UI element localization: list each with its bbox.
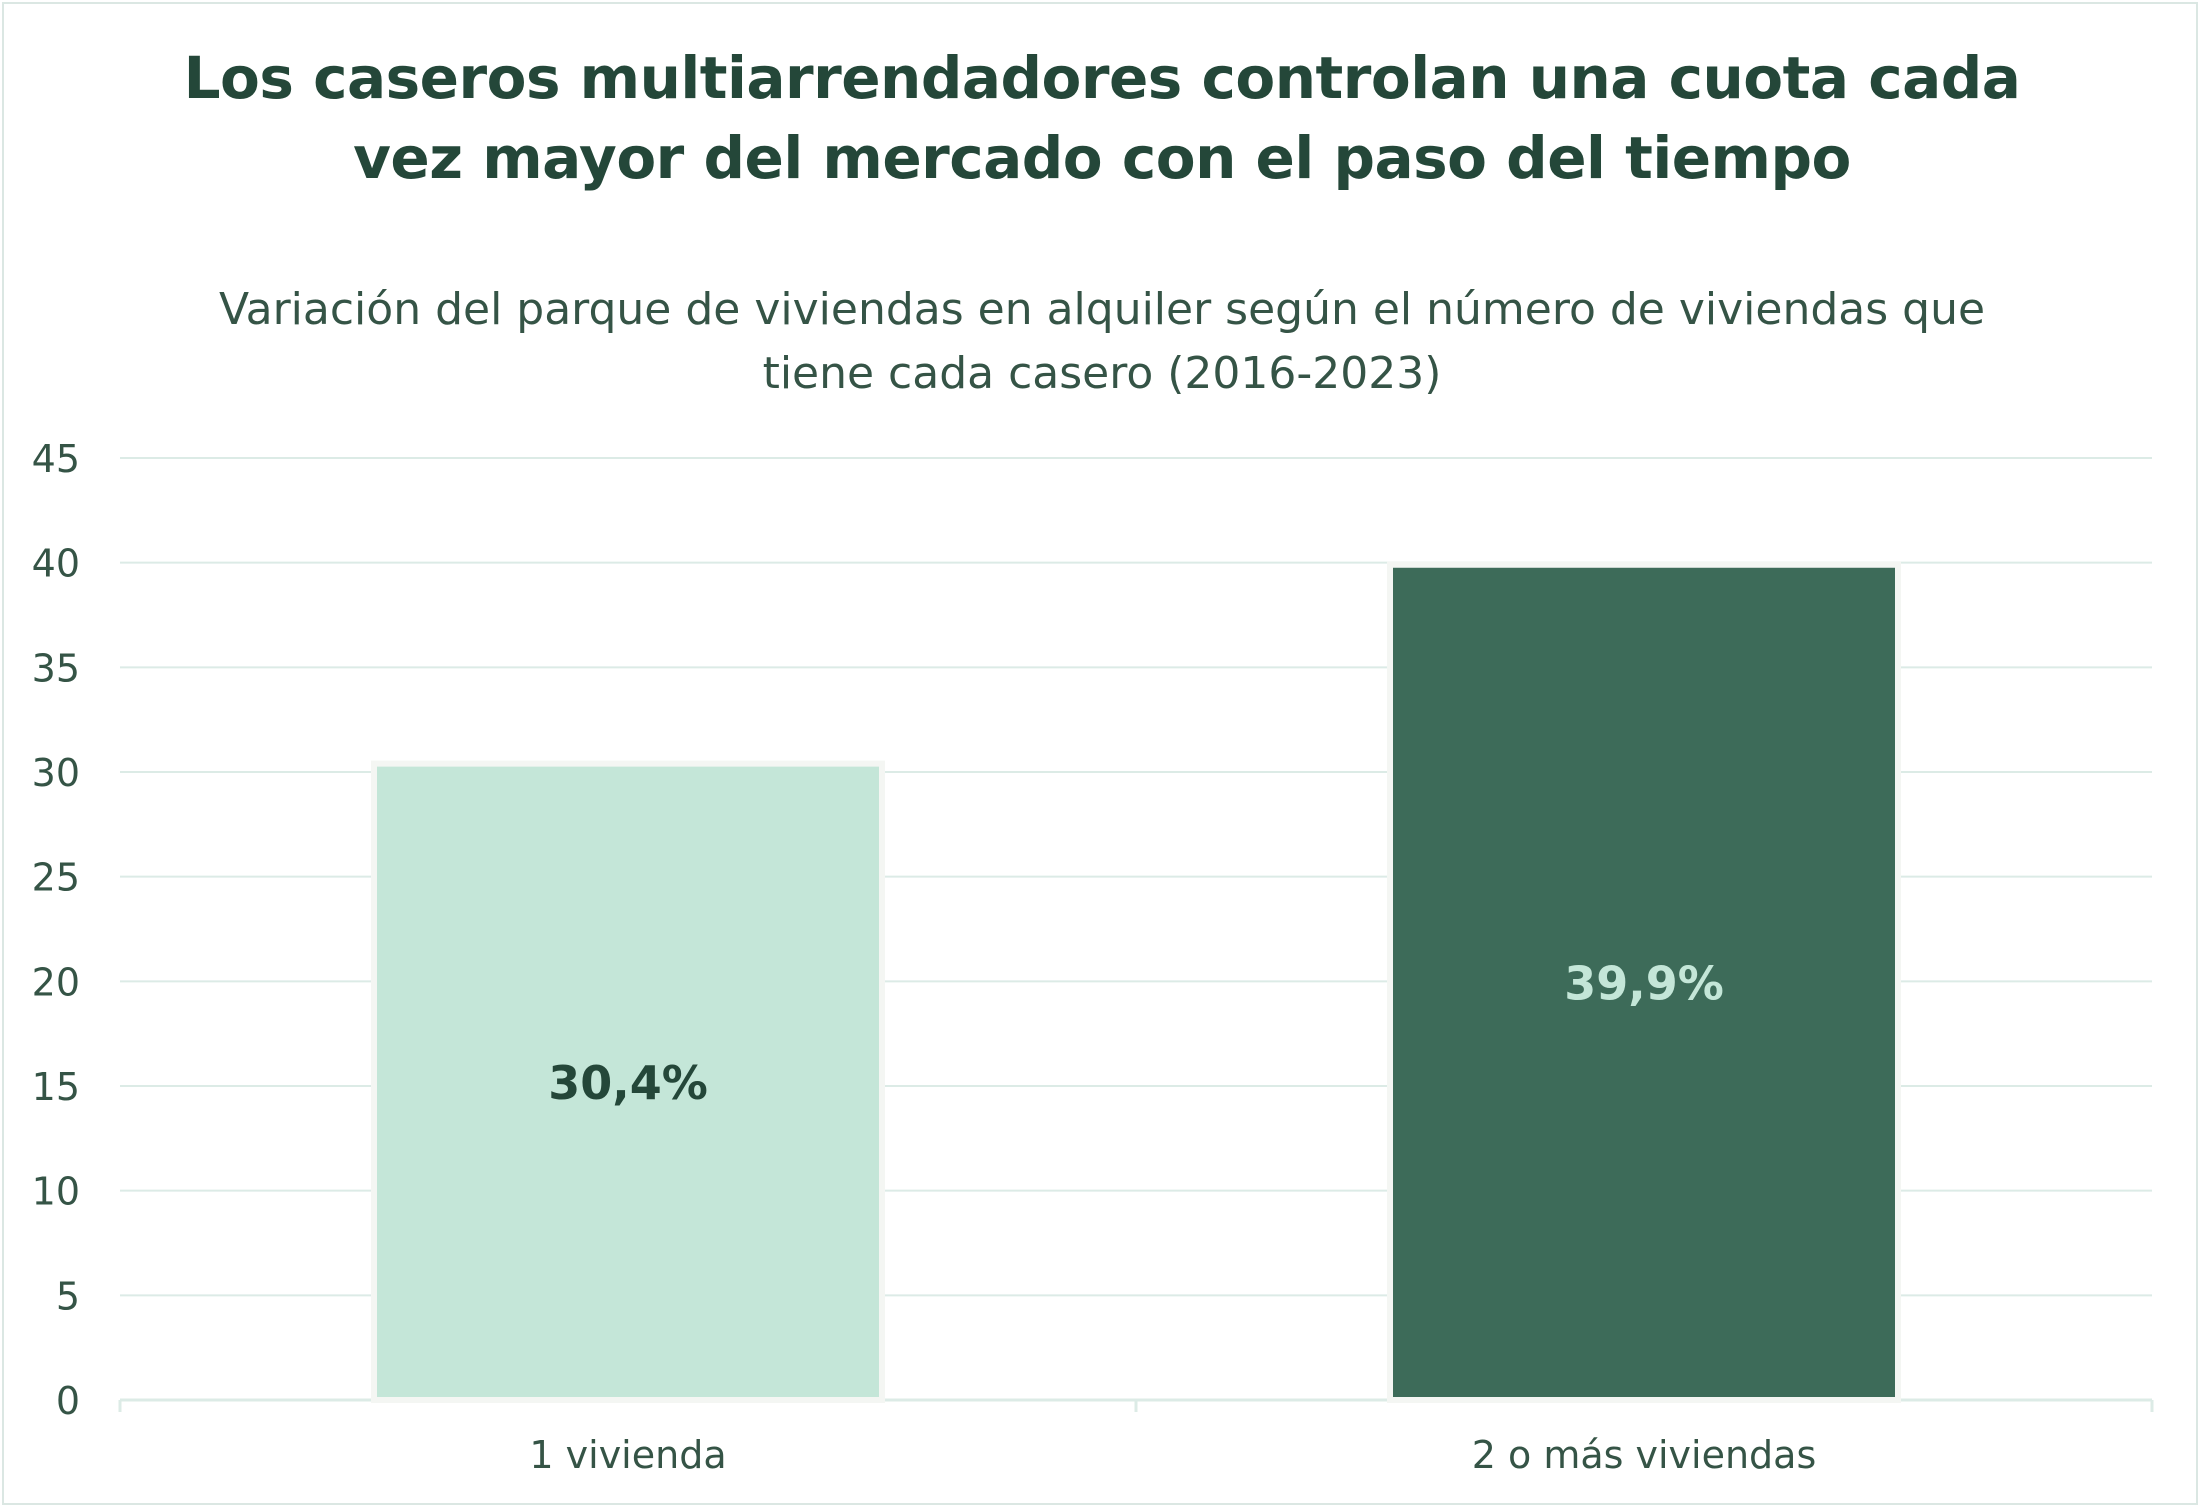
x-tick-label: 2 o más viviendas — [1472, 1433, 1817, 1477]
bar — [1387, 561, 1901, 1403]
y-tick-label: 20 — [32, 960, 80, 1004]
y-tick-label: 40 — [32, 542, 80, 586]
chart-title: Los caseros multiarrendadores controlan … — [0, 38, 2204, 198]
y-tick-label: 35 — [32, 646, 80, 690]
data-label: 39,9% — [1564, 956, 1724, 1010]
chart-subtitle: Variación del parque de viviendas en alq… — [0, 278, 2204, 406]
y-tick-label: 10 — [32, 1170, 80, 1214]
chart-subtitle-line-2: tiene cada casero (2016-2023) — [762, 348, 1442, 399]
y-tick-label: 30 — [32, 751, 80, 795]
y-tick-label: 0 — [56, 1379, 80, 1423]
chart-title-line-1: Los caseros multiarrendadores controlan … — [183, 44, 2021, 112]
chart-title-line-2: vez mayor del mercado con el paso del ti… — [353, 124, 1851, 192]
y-tick-label: 15 — [32, 1065, 80, 1109]
y-tick-label: 25 — [32, 856, 80, 900]
bar — [371, 760, 885, 1403]
x-tick-label: 1 vivienda — [529, 1433, 726, 1477]
chart-subtitle-line-1: Variación del parque de viviendas en alq… — [218, 284, 1986, 335]
data-label: 30,4% — [548, 1056, 708, 1110]
y-tick-label: 5 — [56, 1274, 80, 1318]
y-tick-label: 45 — [32, 437, 80, 481]
